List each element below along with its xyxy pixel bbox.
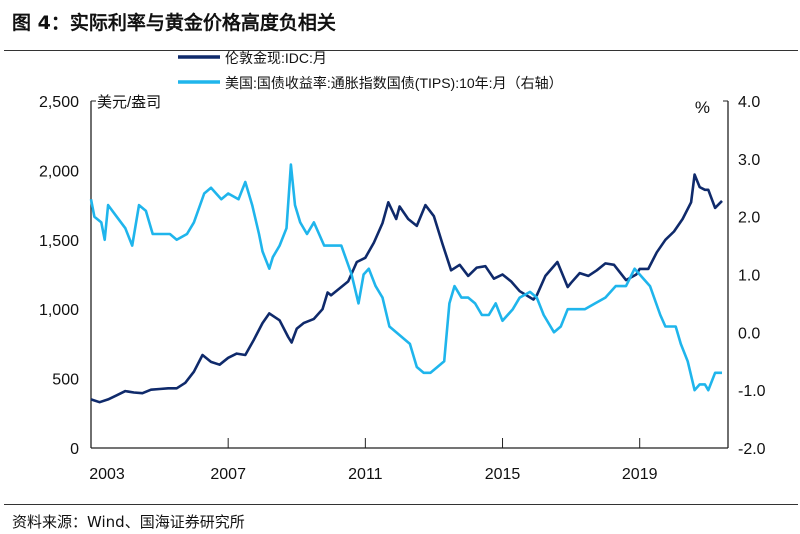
x-tick-label: 2003 [89, 466, 125, 483]
left-tick-label: 1,500 [39, 233, 79, 250]
figure-title: 图 4：实际利率与黄金价格高度负相关 [12, 12, 336, 34]
right-tick-label: -1.0 [738, 383, 766, 400]
left-tick-label: 500 [52, 372, 79, 389]
right-tick-label: 4.0 [738, 94, 760, 111]
title-divider [4, 50, 798, 51]
x-tick-label: 2011 [348, 466, 383, 483]
left-tick-label: 1,000 [39, 302, 79, 319]
left-tick-label: 2,500 [39, 94, 79, 111]
left-axis-label: 美元/盎司 [97, 94, 161, 111]
series-line-1 [90, 173, 723, 404]
right-tick-label: 1.0 [738, 268, 760, 285]
right-tick-label: 2.0 [738, 210, 760, 227]
right-axis-label: % [695, 98, 710, 117]
source-note: 资料来源：Wind、国海证券研究所 [12, 513, 245, 531]
right-tick-label: 3.0 [738, 152, 760, 169]
left-tick-label: 2,000 [39, 163, 79, 180]
chart: 0 500 1,000 1,500 2,000 2,500 -2.0 -1.0 0.0 1.0 2.… [39, 50, 766, 483]
series-line-2 [89, 163, 722, 392]
x-tick-label: 2007 [210, 466, 246, 483]
source-divider [4, 504, 798, 505]
x-tick-label: 2019 [622, 466, 658, 483]
right-tick-label: 0.0 [738, 325, 760, 342]
legend-label-1: 伦敦金现:IDC:月 [225, 50, 327, 66]
legend-label-2: 美国:国债收益率:通胀指数国债(TIPS):10年:月（右轴） [225, 75, 563, 91]
left-tick-label: 0 [70, 441, 79, 458]
right-tick-label: -2.0 [738, 441, 766, 458]
x-tick-label: 2015 [485, 466, 521, 483]
